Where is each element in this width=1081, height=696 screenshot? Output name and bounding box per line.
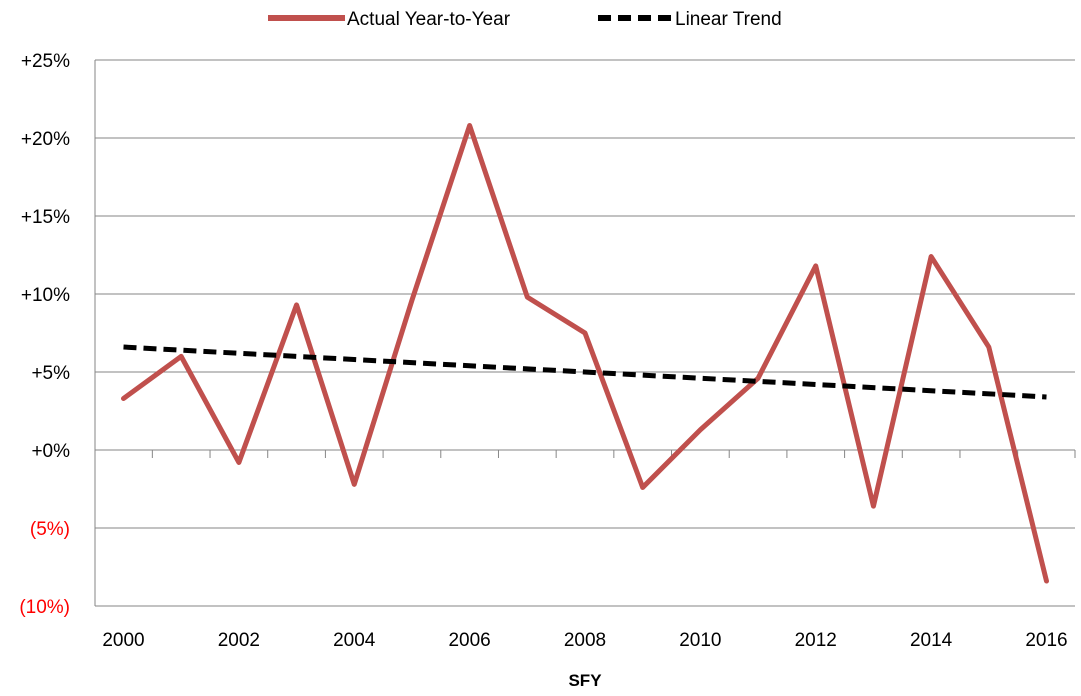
y-tick-label: +25% bbox=[21, 51, 70, 72]
legend: Actual Year-to-Year Linear Trend bbox=[268, 9, 782, 30]
legend-label-trend: Linear Trend bbox=[675, 9, 782, 30]
x-tick-label: 2016 bbox=[1025, 630, 1067, 651]
x-tick-label: 2004 bbox=[333, 630, 376, 651]
x-tick-label: 2012 bbox=[795, 630, 837, 651]
series-line-actual bbox=[121, 123, 1049, 584]
x-tick-label: 2002 bbox=[218, 630, 260, 651]
y-tick-label: (10%) bbox=[19, 597, 70, 618]
y-tick-label: +5% bbox=[31, 363, 70, 384]
y-tick-label: +0% bbox=[31, 441, 70, 462]
x-axis: 2000 2002 2004 2006 2008 2010 2012 2014 2016 bbox=[94, 60, 1076, 651]
x-tick-label: 2008 bbox=[564, 630, 606, 651]
legend-label-actual: Actual Year-to-Year bbox=[347, 9, 511, 30]
x-axis-title: SFY bbox=[568, 671, 602, 690]
x-tick-label: 2000 bbox=[102, 630, 144, 651]
series-line-trend bbox=[123, 344, 1047, 400]
y-tick-label: +20% bbox=[21, 129, 70, 150]
y-tick-label: +10% bbox=[21, 285, 70, 306]
y-tick-label: (5%) bbox=[30, 519, 70, 540]
x-tick-label: 2006 bbox=[448, 630, 490, 651]
x-tick-label: 2014 bbox=[910, 630, 953, 651]
y-axis-labels: +25% +20% +15% +10% +5% +0% (5%) (10%) bbox=[19, 51, 70, 618]
x-tick-label: 2010 bbox=[679, 630, 721, 651]
series-layer bbox=[121, 123, 1049, 584]
y-tick-label: +15% bbox=[21, 207, 70, 228]
